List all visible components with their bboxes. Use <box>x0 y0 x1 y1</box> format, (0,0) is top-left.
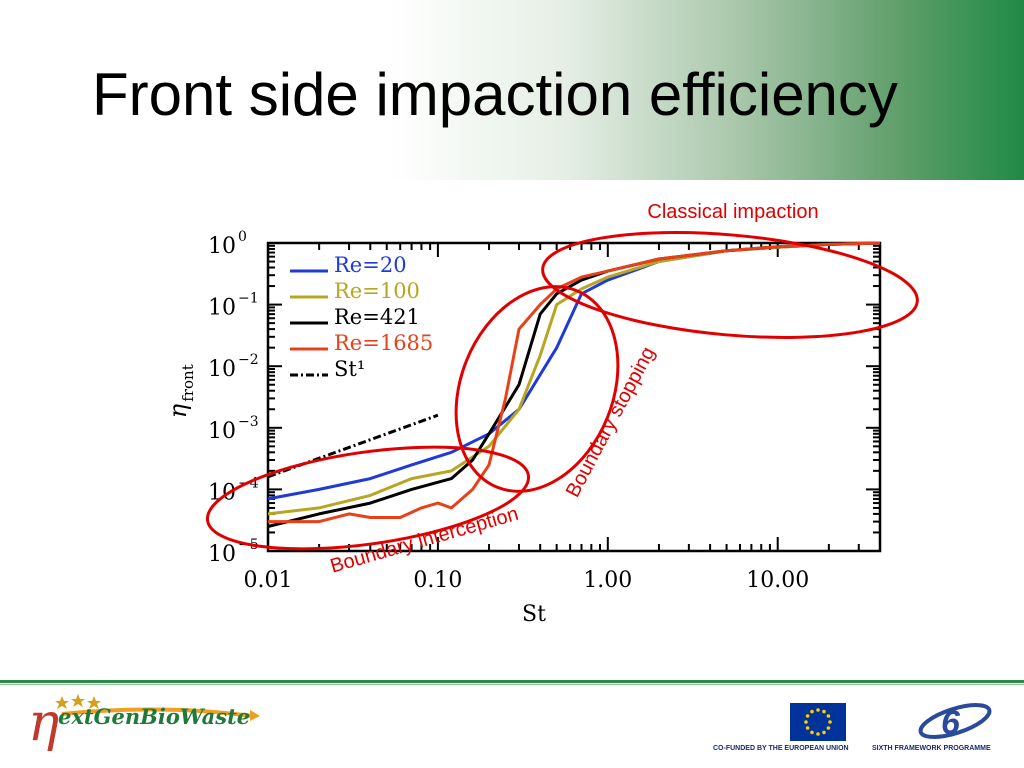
y-tick-exponent: −3 <box>238 414 259 430</box>
series-line-3 <box>268 241 881 524</box>
eu-star <box>826 714 831 718</box>
y-tick-label: 10 <box>208 296 236 321</box>
eu-star <box>804 720 808 724</box>
series-line-4 <box>267 413 439 479</box>
eu-star <box>828 720 832 724</box>
y-tick-label: 10 <box>208 357 236 382</box>
x-tick-label: 10.00 <box>746 568 809 593</box>
eu-flag-icon <box>790 703 846 741</box>
nextgenbiowaste-logo: η <box>28 693 260 752</box>
legend-label-0: Re=20 <box>334 253 407 277</box>
y-tick-label: 10 <box>208 480 236 505</box>
eu-caption: CO-FUNDED BY THE EUROPEAN UNION <box>713 745 849 752</box>
y-tick-label: 10 <box>208 419 236 444</box>
x-tick-label: 0.10 <box>413 568 462 593</box>
y-tick-exponent: −1 <box>238 291 259 307</box>
sixth-framework-logo: 6 <box>918 703 992 742</box>
classical-impaction-ellipse <box>541 231 919 339</box>
y-tick-label: 10 <box>208 234 236 259</box>
footer-divider <box>0 680 1024 683</box>
legend-label-3: Re=1685 <box>334 331 433 355</box>
eu-star <box>816 708 820 712</box>
boundary-stopping-ellipse <box>454 285 620 493</box>
eu-star <box>805 726 810 730</box>
eu-star <box>805 714 810 718</box>
legend-label-1: Re=100 <box>334 279 420 303</box>
x-axis-label: St <box>522 602 546 627</box>
boundary-interception-ellipse <box>205 445 531 551</box>
slide-title: Front side impaction efficiency <box>92 61 898 128</box>
svg-text:6: 6 <box>941 704 961 742</box>
svg-text:η: η <box>28 693 59 752</box>
eu-star <box>826 726 831 730</box>
legend-label-4: St¹ <box>334 357 365 381</box>
y-axis-label-sub: front <box>179 364 197 401</box>
annotation-boundary-stopping: Boundary stopping <box>562 343 660 501</box>
eu-star <box>810 730 814 735</box>
fp6-caption: SIXTH FRAMEWORK PROGRAMME <box>872 745 991 752</box>
title-background-gradient <box>0 0 1024 180</box>
eu-star <box>822 730 826 735</box>
y-axis-label-main: η <box>164 403 192 418</box>
eu-star <box>810 709 814 714</box>
logo-wordmark: extGenBioWaste <box>58 704 251 729</box>
x-tick-label: 1.00 <box>583 568 632 593</box>
y-tick-exponent: −2 <box>238 352 259 368</box>
annotation-classical-impaction: Classical impaction <box>647 201 818 223</box>
legend-label-2: Re=421 <box>334 305 420 329</box>
y-axis-label: η front <box>164 364 197 418</box>
eu-star <box>822 709 826 714</box>
y-tick-exponent: 0 <box>238 229 247 245</box>
x-tick-label: 0.01 <box>244 568 293 593</box>
y-tick-label: 10 <box>208 542 236 567</box>
footer-divider-thin <box>0 684 1024 685</box>
eu-star <box>816 732 820 736</box>
chart-panel: 0.01 0.10 1.00 10.00 10 0 10 −1 10 −2 10 −3 10 −4 10 −5… <box>110 193 928 658</box>
